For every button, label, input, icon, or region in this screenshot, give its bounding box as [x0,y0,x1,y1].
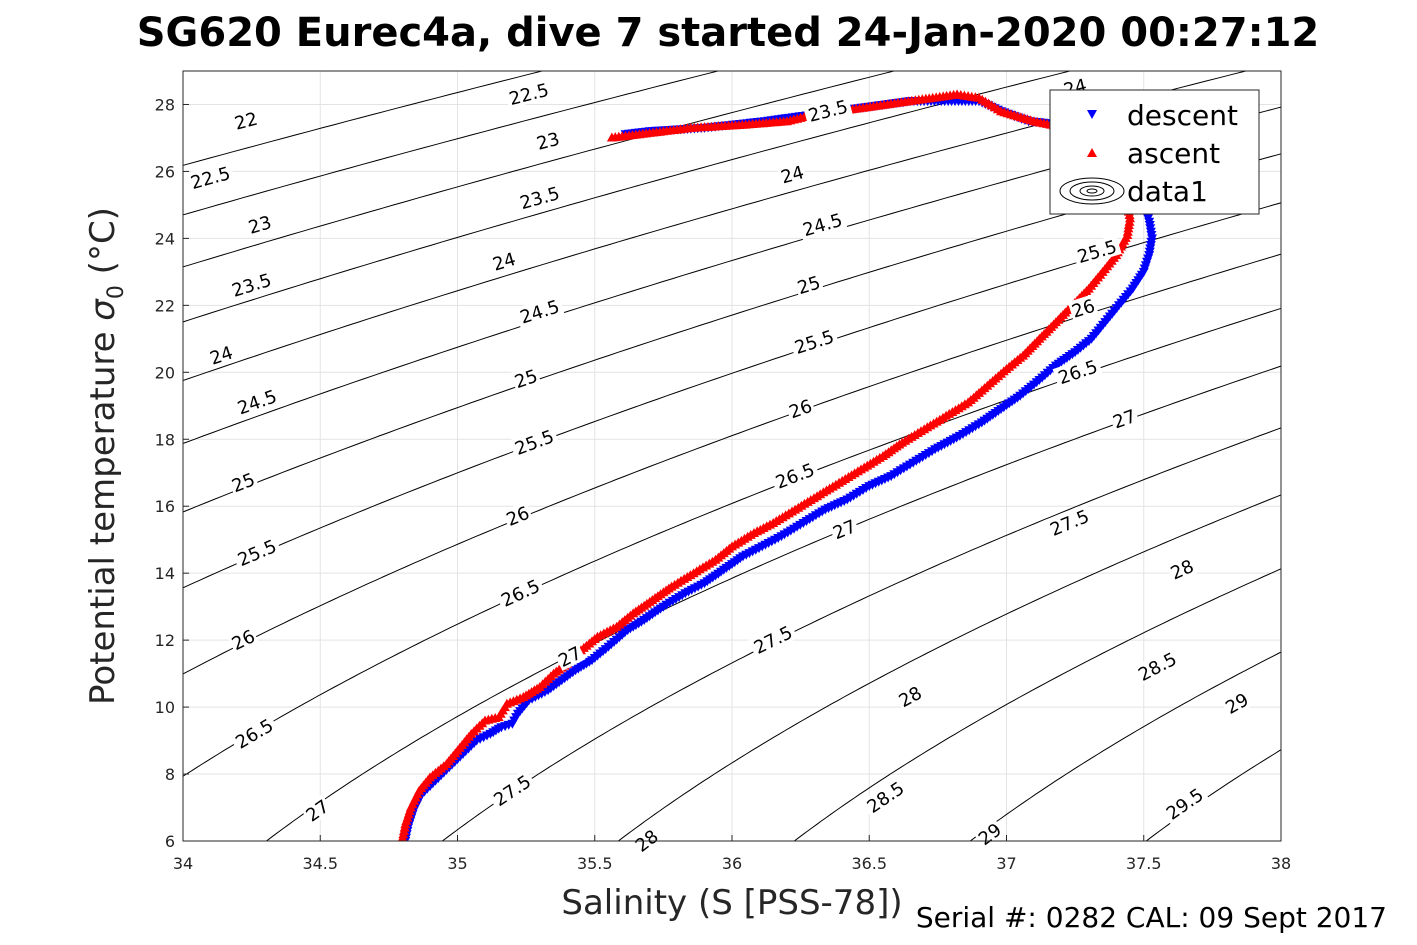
x-tick-label: 34.5 [302,854,338,873]
legend-ascent-label: ascent [1127,137,1220,170]
contour-label-bg [803,94,853,126]
legend-descent-marker [1087,110,1097,119]
ascent-point [606,132,617,142]
y-tick-label: 26 [155,162,175,181]
contour-label-bg [776,160,808,187]
y-tick-label: 12 [155,631,175,650]
contour-label-bg [514,181,565,214]
legend: descent ascent data1 [1049,89,1260,215]
contour-label-bg [229,712,279,754]
contour-label-bg [185,161,236,193]
contour-line-26 [183,253,1281,675]
contour-label-bg [793,270,824,298]
contour-line-24 [183,71,1248,382]
legend-descent-label: descent [1127,99,1238,132]
legend-box [1049,89,1260,215]
contour-label-bg [532,127,563,154]
x-tick-label: 35 [447,854,467,873]
contour-line-28 [617,494,1281,841]
legend-ascent-marker [1087,148,1097,157]
contour-label-bg [797,208,848,241]
contour-label-bg [501,501,534,530]
x-tick-label: 37 [996,854,1016,873]
contour-label-bg [488,247,520,275]
y-tick-label: 20 [155,363,175,382]
contour-line-27.5 [441,427,1281,841]
y-tick-label: 8 [165,765,175,784]
contour-label-bg [1220,687,1253,718]
contour-label-bg [205,341,237,369]
contour-label-bg [1132,646,1183,686]
contour-label-bg [509,424,560,460]
contour-label-bg [860,775,910,818]
contour-line-29 [969,651,1281,841]
contour-label-bg [230,107,261,134]
x-tick-label: 35.5 [577,854,613,873]
contour-label-bg [510,364,542,392]
x-tick-label: 36 [722,854,742,873]
contour-label-bg [893,681,927,712]
x-ticks: 34 34.5 35 35.5 36 36.5 37 37.5 38 [173,835,1291,873]
contour-label-bg [1108,404,1140,433]
contour-label-bg [769,457,820,493]
contour-label-bg [553,641,586,671]
footer-serial-cal: Serial #: 0282 CAL: 09 Sept 2017 [916,901,1387,934]
contour-label: 22.5 [185,161,236,194]
x-axis-label: Salinity (S [PSS-78]) [561,883,902,923]
contour-line-24.5 [183,106,1281,445]
y-tick-label: 18 [155,430,175,449]
contour-label-bg [226,624,260,654]
contour-label-bg [231,384,282,419]
contour-label-bg [300,794,334,826]
y-tick-label: 14 [155,564,175,583]
y-tick-label: 6 [165,832,175,851]
y-tick-label: 24 [155,229,175,248]
contour-label-bg [1071,234,1122,267]
legend-data1-marker [1059,177,1125,205]
x-tick-label: 34 [173,854,193,873]
contour-label-bg [231,533,282,571]
chart-title: SG620 Eurec4a, dive 7 started 24-Jan-202… [137,10,1320,56]
contour-label-bg [226,267,277,301]
contour-label-bg [1159,782,1209,825]
x-tick-label: 36.5 [851,854,887,873]
y-ticks: 6 8 10 12 14 16 18 20 22 24 26 28 [155,95,189,851]
y-tick-label: 28 [155,95,175,114]
contour-label-bg [1052,354,1103,389]
contour-label-bg [495,573,546,612]
contour-label: 26 [1067,294,1099,323]
legend-data1-label: data1 [1127,175,1208,208]
contour-line-23 [183,71,897,268]
contour-label-bg [1067,294,1099,322]
contour-label-bg [244,210,275,238]
contour-line-22.5 [183,71,721,216]
contour-label: 24 [776,160,808,188]
contour-label-bg [227,467,259,496]
contour-label-bg [1044,504,1095,541]
contour-label-bg [784,394,816,422]
contour-label-bg [789,324,839,358]
contour-label-bg [828,514,860,544]
y-tick-label: 10 [155,698,175,717]
y-tick-label: 16 [155,497,175,516]
x-tick-label: 38 [1271,854,1291,873]
contour-line-28.5 [793,568,1281,841]
contour-label-bg [503,78,554,109]
contour-label-bg [487,768,537,812]
contour-label: 22.5 [503,78,554,110]
y-axis-label: Potential temperature σ0 (°C) [83,207,129,705]
contour-line-27 [265,365,1281,841]
contour-label-bg [1165,554,1198,584]
y-tick-label: 22 [155,296,175,315]
contour-line-25.5 [183,202,1281,589]
x-tick-label: 37.5 [1126,854,1162,873]
contour-label-bg [747,620,798,659]
contour-label: 27 [828,514,860,544]
contour-label-bg [629,824,663,857]
contour-line-23.5 [183,71,1072,323]
contour-label-bg [514,294,565,328]
